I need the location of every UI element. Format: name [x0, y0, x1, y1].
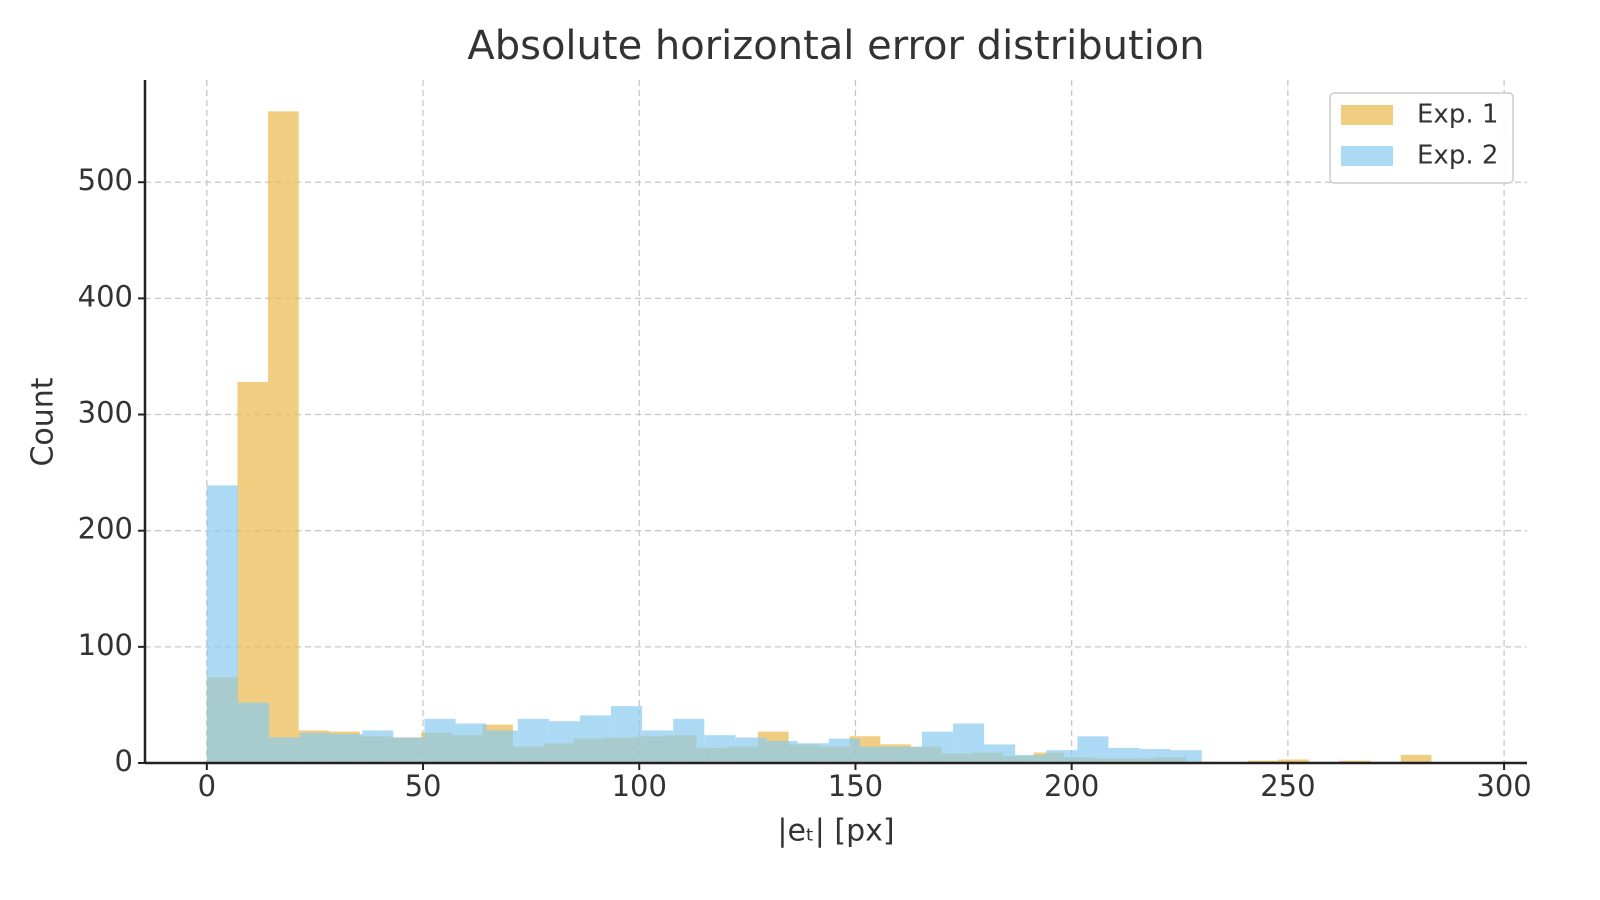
- bar: [766, 740, 798, 763]
- bar: [1400, 754, 1432, 763]
- bar: [735, 737, 767, 763]
- bar: [331, 733, 363, 763]
- bar: [455, 723, 487, 763]
- bar: [300, 732, 332, 763]
- x-tick-label: 0: [198, 769, 216, 803]
- bar: [1015, 754, 1047, 763]
- bar: [953, 723, 985, 763]
- bar: [704, 735, 736, 763]
- legend-label: Exp. 1: [1417, 100, 1498, 130]
- bar: [269, 737, 301, 763]
- bar: [1139, 749, 1171, 763]
- x-tick-label: 300: [1476, 769, 1531, 803]
- y-tick-label: 500: [78, 163, 133, 197]
- axes: 0 100 200 300 400 500 0 50 100 150 200 250 300: [78, 80, 1532, 803]
- bar: [1077, 736, 1109, 763]
- legend-swatch: [1341, 146, 1393, 166]
- bar: [362, 730, 394, 763]
- x-tick-label: 250: [1260, 769, 1315, 803]
- bar: [579, 715, 612, 763]
- bar: [237, 702, 270, 763]
- bar: [1108, 747, 1140, 763]
- grid: [145, 80, 1527, 764]
- bar: [859, 746, 891, 763]
- x-axis-label: |eₜ| [px]: [777, 814, 894, 849]
- y-tick-label: 300: [78, 396, 133, 430]
- bar: [797, 743, 829, 763]
- x-tick-label: 200: [1044, 769, 1099, 803]
- y-axis-label: Count: [26, 377, 61, 466]
- bar: [237, 382, 269, 763]
- y-tick-label: 400: [78, 279, 133, 313]
- bar: [268, 111, 299, 763]
- bar: [206, 485, 238, 763]
- bar: [1046, 750, 1078, 763]
- bar: [393, 737, 425, 763]
- x-tick-label: 50: [405, 769, 442, 803]
- legend-label: Exp. 2: [1417, 141, 1498, 171]
- bar: [486, 730, 518, 763]
- chart-title: Absolute horizontal error distribution: [467, 23, 1204, 69]
- bar: [984, 744, 1016, 763]
- legend-swatch: [1341, 105, 1393, 125]
- legend: Exp. 1 Exp. 2: [1329, 92, 1514, 184]
- y-tick-label: 0: [115, 744, 133, 778]
- bar: [1170, 750, 1202, 763]
- y-tick-label: 100: [78, 628, 133, 662]
- bar: [828, 738, 860, 763]
- bar: [673, 718, 705, 763]
- bar: [890, 746, 922, 763]
- x-tick-label: 150: [828, 769, 883, 803]
- bar: [611, 706, 643, 763]
- bars: [206, 111, 1432, 763]
- bar: [1278, 759, 1309, 763]
- bar: [517, 718, 549, 763]
- bar: [642, 730, 674, 763]
- x-tick-label: 100: [612, 769, 667, 803]
- bar: [921, 731, 954, 763]
- y-tick-label: 200: [78, 512, 133, 546]
- bar: [548, 721, 580, 763]
- bar: [424, 718, 456, 763]
